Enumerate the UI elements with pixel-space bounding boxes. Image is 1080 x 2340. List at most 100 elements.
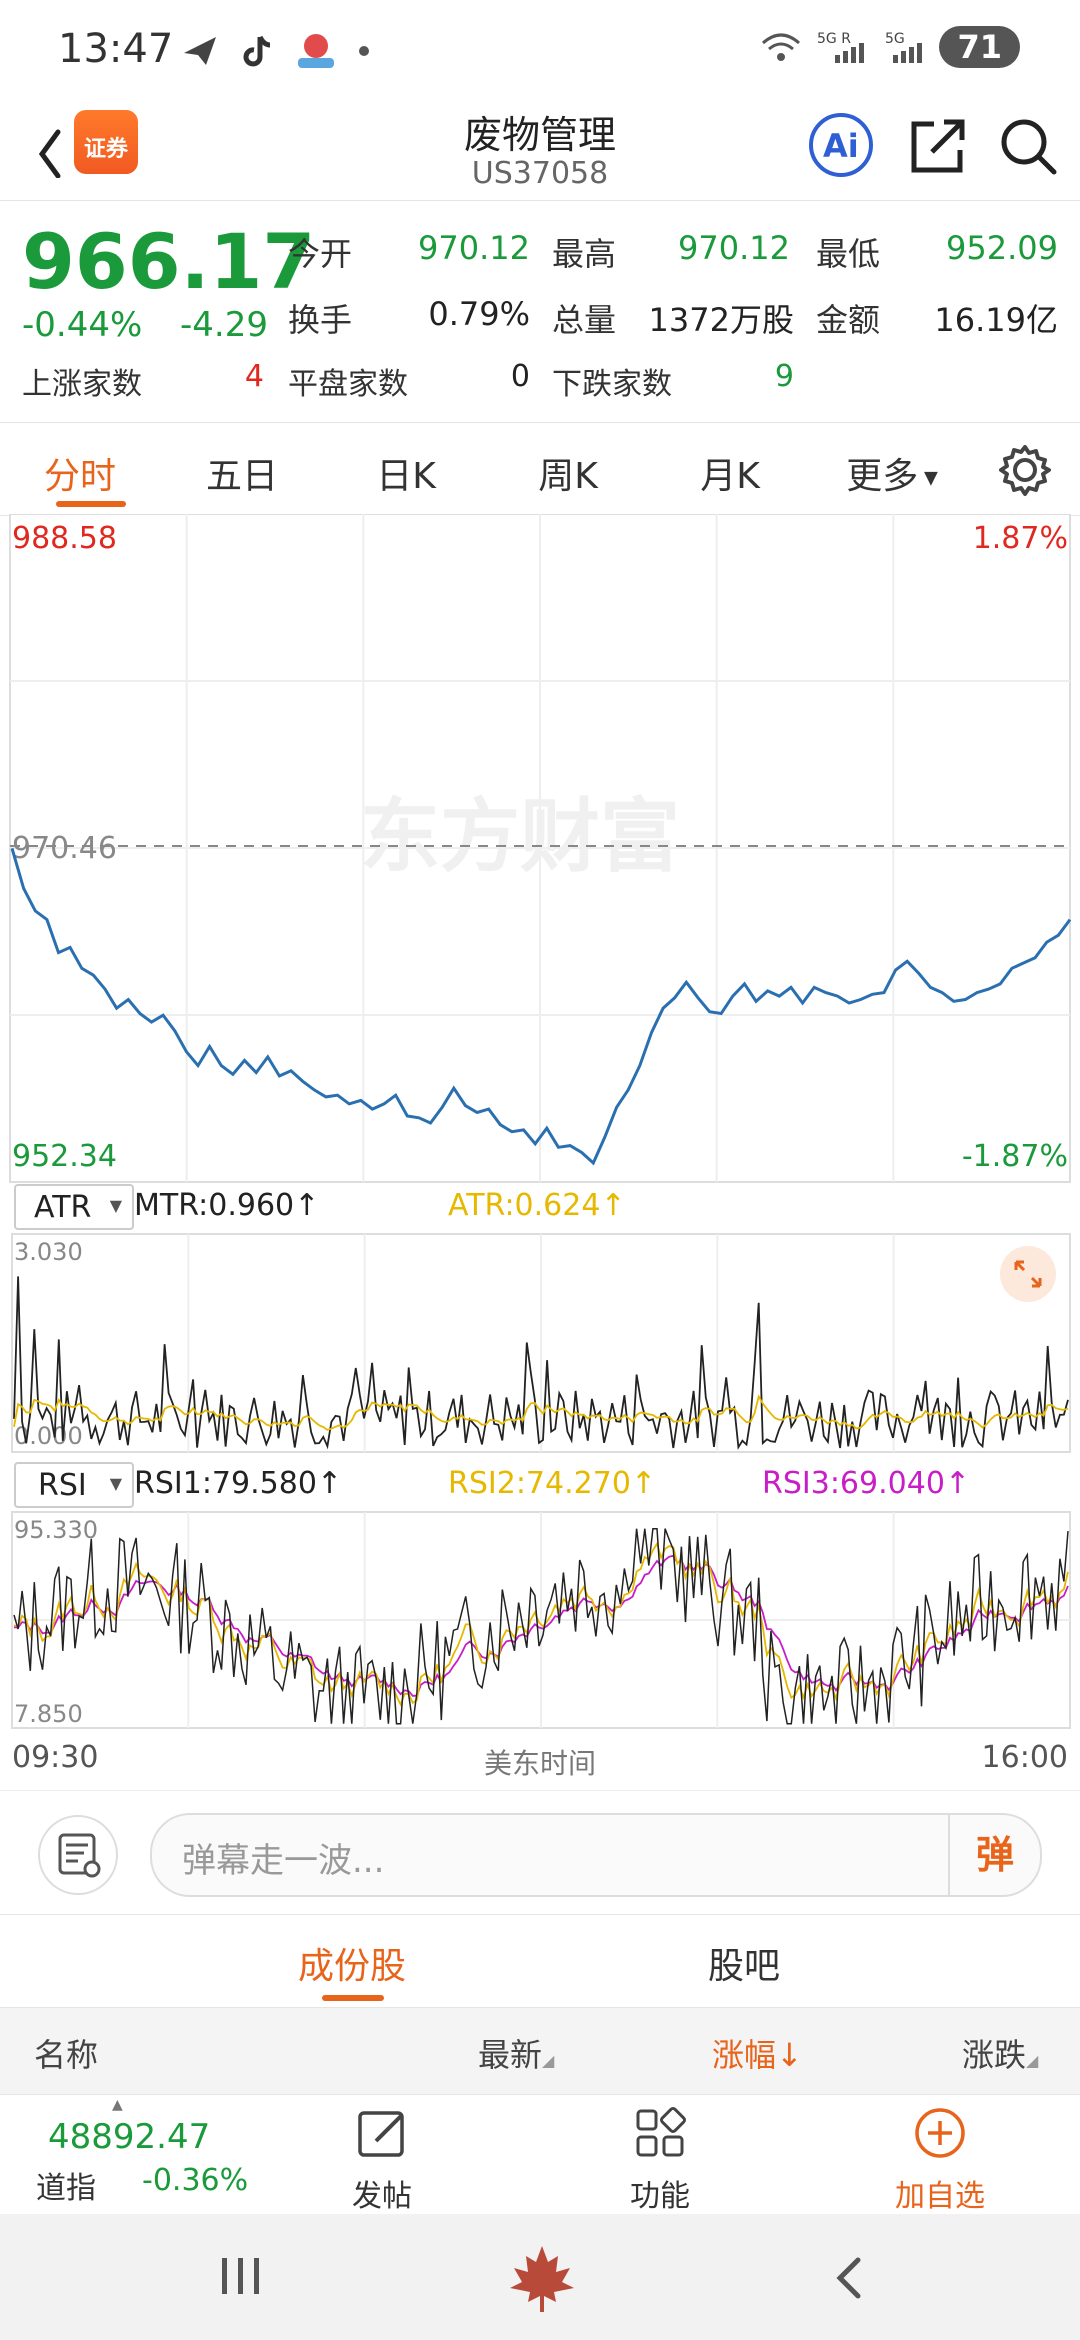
danmu-bar: 弹幕走一波... 弹 <box>0 1790 1080 1911</box>
rsi-chart: 95.330 7.850 <box>11 1511 1071 1729</box>
add-circle-icon <box>915 2108 965 2158</box>
danmu-send-label: 弹 <box>975 1833 1014 1877</box>
system-nav-bar <box>0 2214 1080 2340</box>
tab-five-day[interactable]: 五日 <box>205 456 278 497</box>
post-button[interactable]: 发帖 <box>312 2105 452 2215</box>
atr-max-label: 3.030 <box>14 1238 83 1266</box>
advancers-value: 4 <box>244 359 264 394</box>
stock-code: US37058 <box>471 156 609 191</box>
ai-icon[interactable]: Ai <box>808 112 874 178</box>
prev-close-label: 970.46 <box>12 831 117 866</box>
danmu-input[interactable]: 弹幕走一波... 弹 <box>150 1813 1042 1897</box>
tab-constituents[interactable]: 成份股 <box>298 1946 407 1987</box>
volume-value: 1372万股 <box>648 301 794 339</box>
atr-select-label: ATR <box>34 1190 92 1225</box>
settings-gear-icon[interactable] <box>998 443 1052 497</box>
dropdown-icon: ▼ <box>109 1474 122 1493</box>
logo-text: 证券 <box>83 137 128 162</box>
index-name: 道指 <box>36 2171 96 2206</box>
signal-5g-icon: 5G R <box>817 31 865 63</box>
unchanged-value: 0 <box>510 359 530 394</box>
rsi1-text: RSI1:79.580 <box>134 1466 317 1501</box>
mtr-value: MTR:0.960↑ <box>134 1188 319 1223</box>
add-watchlist-button[interactable]: 加自选 <box>870 2105 1010 2215</box>
atr-indicator-select[interactable]: ATR ▼ <box>14 1184 134 1230</box>
caret-down-icon: ▼ <box>918 467 938 489</box>
tab-more[interactable]: 更多 ▼ <box>832 447 952 499</box>
high-label: 最高 <box>552 235 617 273</box>
danmu-send-button[interactable]: 弹 <box>948 1815 1040 1895</box>
edit-icon <box>358 2111 404 2157</box>
col-change[interactable]: 涨跌◢ <box>962 2030 1038 2076</box>
col-change-pct-label: 涨幅 <box>712 2036 777 2074</box>
up-arrow-icon: ↑ <box>944 1466 971 1501</box>
tab-stock-forum[interactable]: 股吧 <box>708 1946 781 1987</box>
rsi-grid <box>12 1512 1070 1728</box>
sort-desc-icon: ↓ <box>776 2036 803 2074</box>
danmu-settings-button[interactable] <box>38 1815 118 1895</box>
rsi-max-label: 95.330 <box>14 1516 98 1544</box>
expand-icon[interactable] <box>1000 1246 1056 1302</box>
tab-monthly-k[interactable]: 月K <box>700 456 760 497</box>
segment-active-indicator <box>322 1995 384 2001</box>
function-label: 功能 <box>630 2179 690 2214</box>
col-change-pct[interactable]: 涨幅↓ <box>712 2030 803 2076</box>
bottom-toolbar: ▲ 48892.47 道指 -0.36% 发帖 功能 加自选 <box>0 2094 1080 2215</box>
grid-apps-icon <box>636 2107 686 2157</box>
col-name[interactable]: 名称 <box>34 2036 99 2074</box>
status-bar: 13:47 5G R 5G 71 <box>0 0 1080 100</box>
low-value: 952.09 <box>946 229 1058 267</box>
turnover-value: 0.79% <box>428 295 530 333</box>
atr-value: ATR:0.624↑ <box>448 1188 626 1223</box>
amount-label: 金额 <box>816 301 881 339</box>
amount-value: 16.19亿 <box>934 301 1058 339</box>
app-header: 证券 废物管理 US37058 Ai <box>0 100 1080 200</box>
change-percent: -0.44% <box>22 305 143 345</box>
search-icon[interactable] <box>996 112 1062 178</box>
rsi2-series-line <box>13 1541 1069 1707</box>
back-nav-icon[interactable] <box>826 2252 876 2302</box>
mtr-series-line <box>13 1276 1069 1450</box>
dot-icon <box>359 46 369 56</box>
change-value: -4.29 <box>180 305 268 345</box>
intraday-chart[interactable]: 东方财富 988.58 1.87% 970.46 952.34 -1.87% <box>0 514 1080 1186</box>
home-maple-icon[interactable] <box>506 2242 578 2314</box>
high-value: 970.12 <box>678 229 790 267</box>
broker-logo[interactable]: 证券 <box>74 110 138 174</box>
y-min-label: 952.34 <box>12 1139 117 1174</box>
rsi3-text: RSI3:69.040 <box>762 1466 945 1501</box>
recent-apps-icon[interactable] <box>212 2252 272 2302</box>
rsi-indicator-select[interactable]: RSI ▼ <box>14 1462 134 1508</box>
function-button[interactable]: 功能 <box>590 2105 730 2215</box>
tab-more-label: 更多 <box>846 456 919 497</box>
col-latest[interactable]: 最新◢ <box>478 2030 554 2076</box>
tab-daily-k[interactable]: 日K <box>376 456 436 497</box>
rsi2-text: RSI2:74.270 <box>448 1466 631 1501</box>
chart-grid <box>10 514 1070 1182</box>
time-end-label: 16:00 <box>981 1740 1068 1775</box>
time-start-label: 09:30 <box>12 1740 99 1775</box>
tab-intraday[interactable]: 分时 <box>43 456 116 497</box>
index-change: -0.36% <box>142 2163 249 2198</box>
pct-min-label: -1.87% <box>962 1139 1068 1174</box>
map-app-icon <box>298 34 334 68</box>
decliners-value: 9 <box>774 359 794 394</box>
atr-series-line <box>13 1394 1069 1431</box>
col-change-label: 涨跌 <box>962 2036 1027 2074</box>
tab-active-indicator <box>56 501 126 507</box>
unchanged-label: 平盘家数 <box>288 367 408 402</box>
back-icon[interactable] <box>24 114 84 178</box>
share-icon[interactable] <box>904 112 970 178</box>
up-arrow-icon: ↑ <box>294 1188 320 1223</box>
svg-text:Ai: Ai <box>823 127 859 165</box>
signal-5g-icon-2: 5G <box>885 31 923 63</box>
sort-icon: ◢ <box>1026 2051 1039 2070</box>
up-arrow-icon: ↑ <box>630 1466 657 1501</box>
open-label: 今开 <box>288 235 353 273</box>
pct-max-label: 1.87% <box>973 521 1068 556</box>
rsi-min-label: 7.850 <box>14 1700 83 1728</box>
add-watchlist-label: 加自选 <box>895 2179 985 2214</box>
tab-weekly-k[interactable]: 周K <box>538 456 598 497</box>
rsi1-value: RSI1:79.580↑ <box>134 1466 342 1501</box>
rsi-select-label: RSI <box>38 1468 87 1503</box>
